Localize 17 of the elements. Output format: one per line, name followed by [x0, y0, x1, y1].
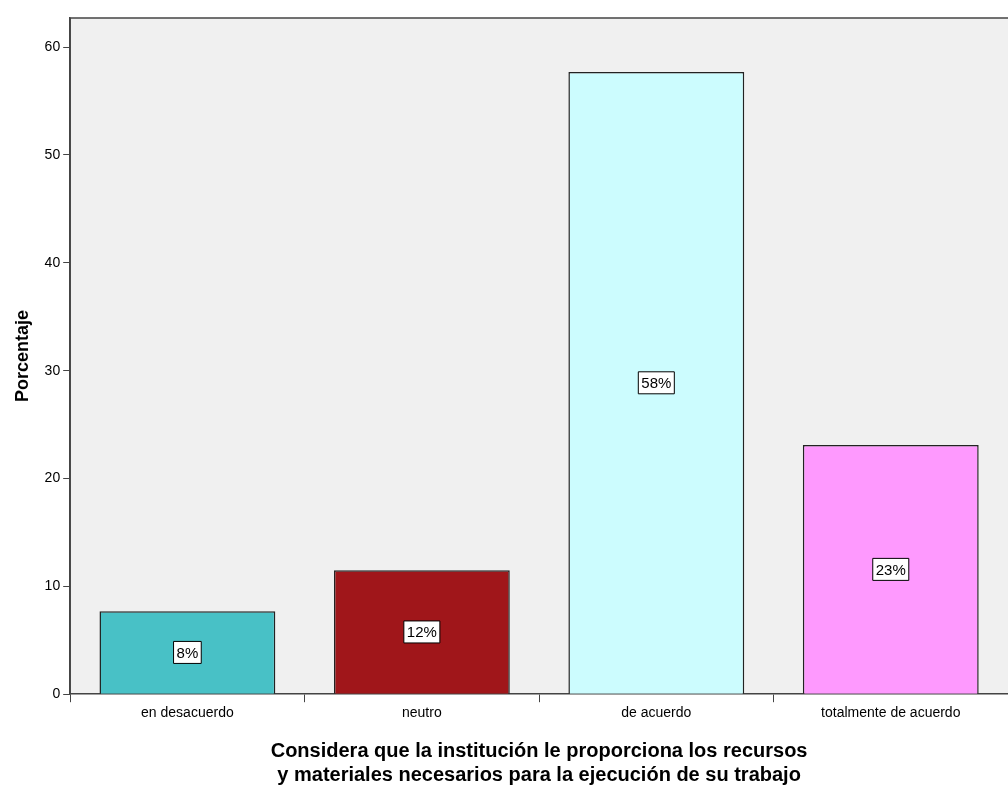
x-tick-label: totalmente de acuerdo: [821, 704, 961, 721]
x-tick-label: de acuerdo: [621, 704, 692, 721]
y-tick-label: 0: [52, 685, 61, 702]
y-tick-label: 40: [44, 253, 61, 270]
y-tick-label: 50: [44, 145, 61, 162]
data-label: 12%: [406, 623, 437, 641]
y-tick-label: 10: [44, 577, 61, 594]
y-tick-label: 30: [44, 361, 61, 378]
y-tick-label: 60: [44, 37, 61, 54]
x-axis-title: Considera que la institución le proporciona los recursos y materiales necesarios para la ejecución de su trabajo: [270, 738, 808, 785]
data-label: 58%: [641, 373, 672, 391]
data-label: 8%: [176, 643, 199, 661]
y-axis-title: Porcentaje: [11, 310, 32, 403]
x-tick-label: en desacuerdo: [141, 704, 234, 721]
y-tick-label: 20: [44, 469, 61, 486]
data-label: 23%: [875, 560, 906, 578]
x-tick-label: neutro: [402, 704, 442, 721]
